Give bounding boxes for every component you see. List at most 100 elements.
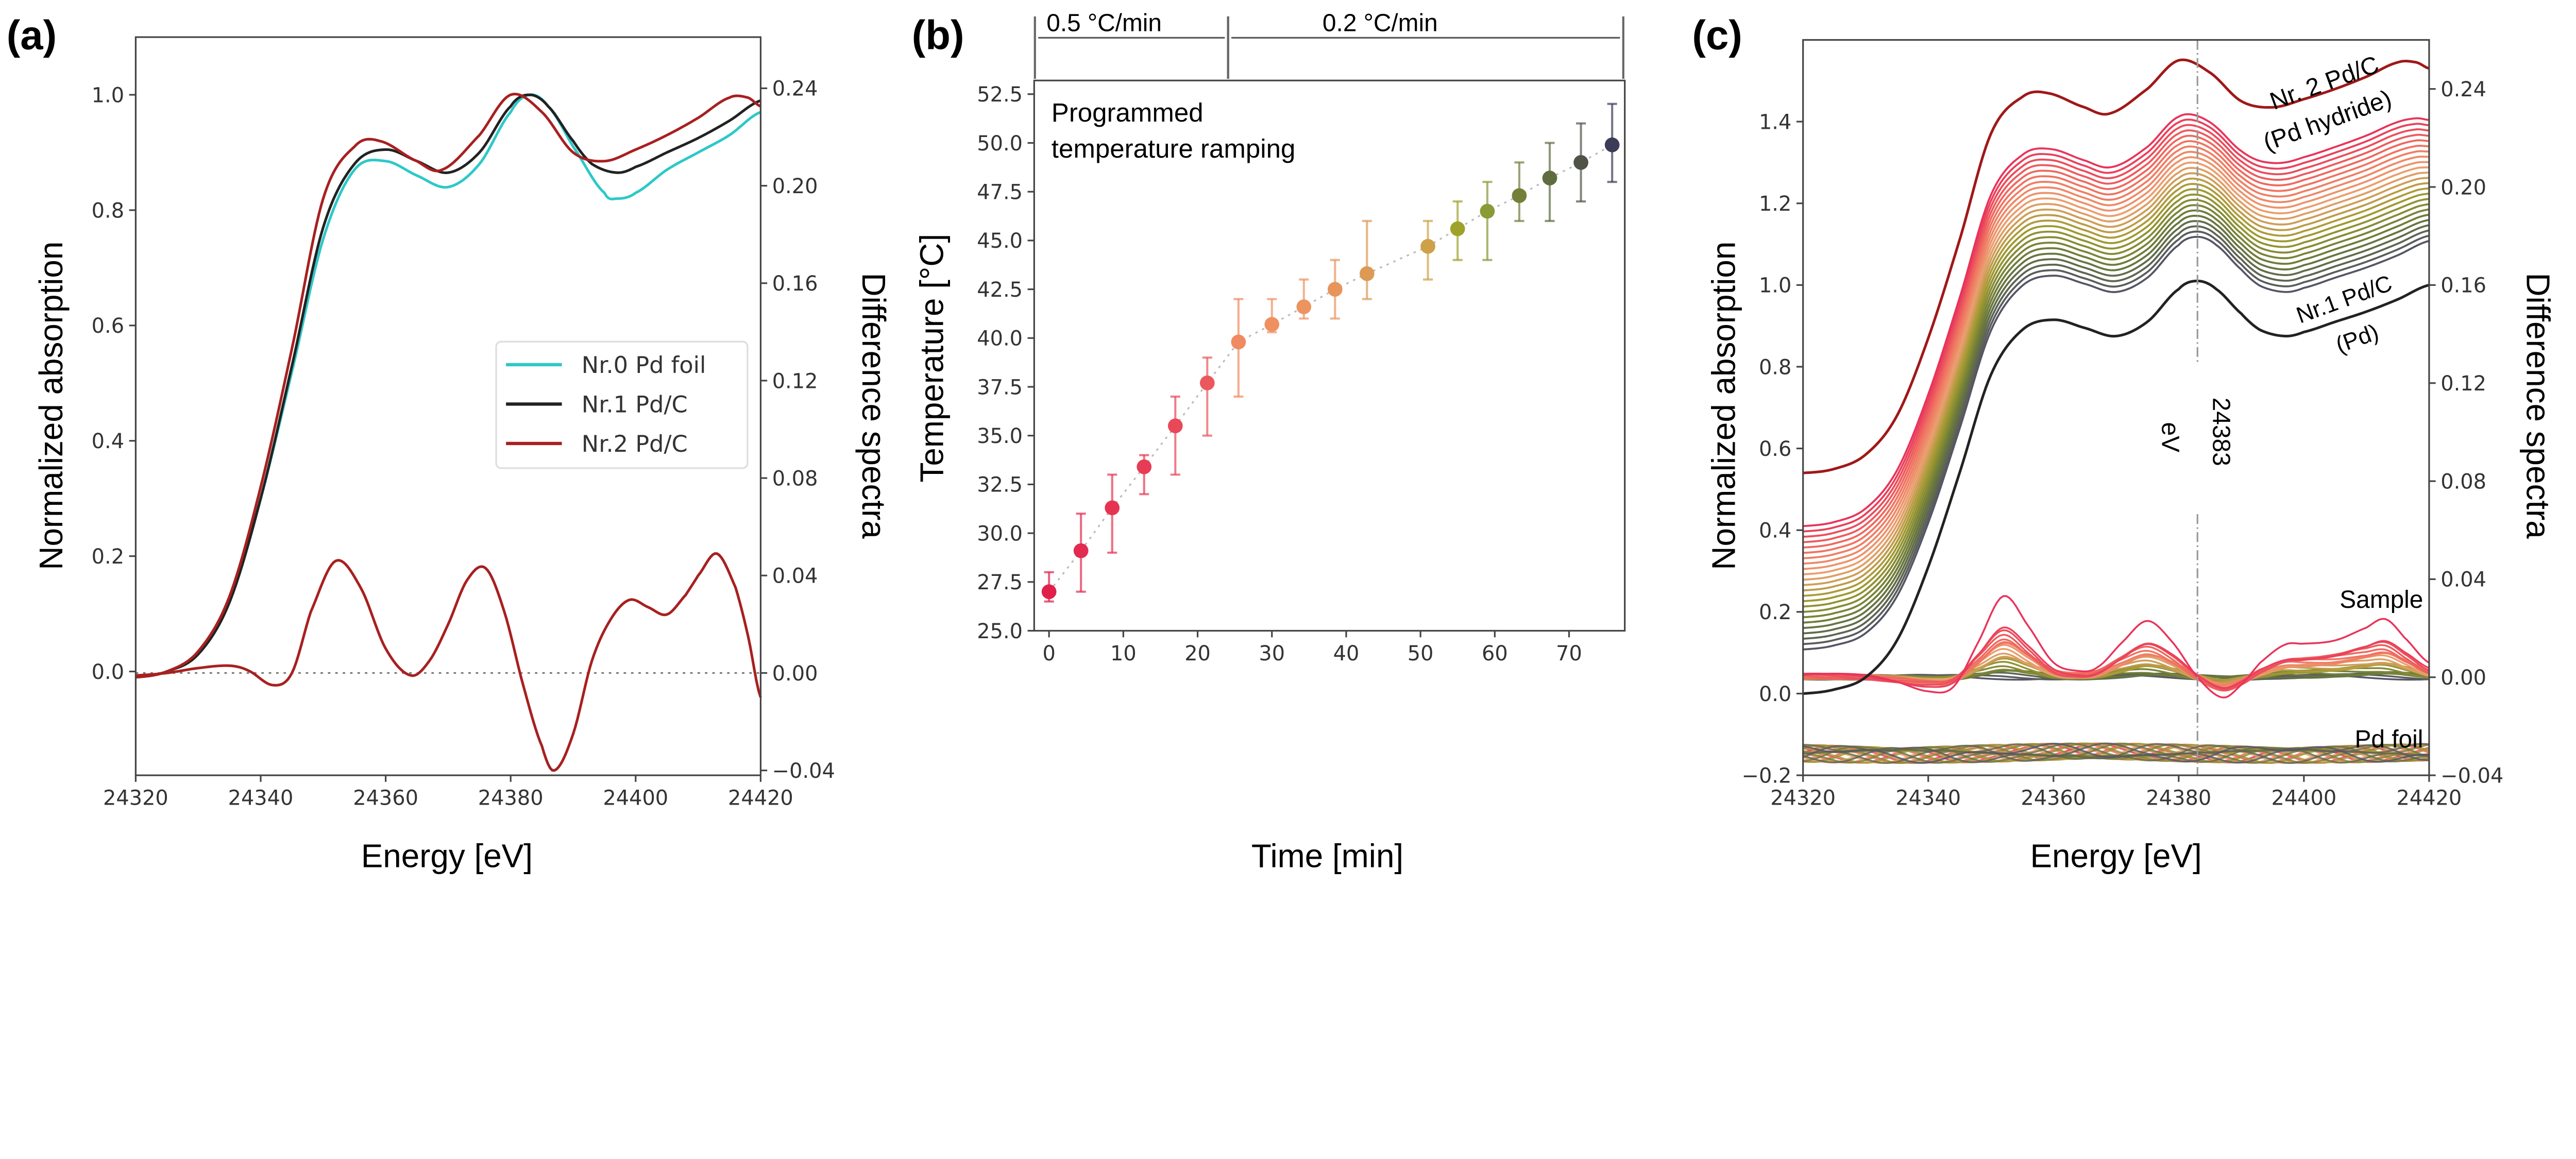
x-tick-label: 24340 bbox=[1895, 786, 1961, 810]
data-point bbox=[1199, 376, 1215, 390]
y-right-tick-label: 0.04 bbox=[772, 565, 818, 588]
spectrum-series-line bbox=[1803, 188, 2429, 602]
foil-difference-line bbox=[1803, 742, 2429, 764]
y-tick-label: 27.5 bbox=[977, 571, 1023, 594]
spectrum-series-line bbox=[1803, 167, 2429, 581]
x-axis-label: Energy [eV] bbox=[361, 838, 533, 875]
x-tick-label: 24380 bbox=[2146, 786, 2211, 810]
x-tick-label: 24320 bbox=[103, 786, 168, 810]
y-tick-label: 52.5 bbox=[977, 83, 1023, 107]
y-tick-label: 47.5 bbox=[977, 181, 1023, 204]
y-right-tick-label: −0.04 bbox=[2441, 764, 2503, 788]
x-tick-label: 24340 bbox=[228, 786, 294, 810]
legend: Nr.0 Pd foil Nr.1 Pd/C Nr.2 Pd/C bbox=[495, 340, 749, 469]
series-line-nr-2-pd-c bbox=[135, 92, 761, 679]
y-tick-label: 0.6 bbox=[1759, 437, 1791, 461]
label-sample: Sample bbox=[2340, 586, 2423, 613]
spectrum-series-line bbox=[1803, 177, 2429, 592]
spectrum-series-line bbox=[1803, 134, 2429, 549]
y-right-tick-label: 0.08 bbox=[2441, 470, 2486, 493]
sample-difference-line bbox=[1803, 626, 2429, 689]
foil-difference-line bbox=[1803, 743, 2429, 764]
legend-item: Nr.1 Pd/C bbox=[582, 391, 688, 418]
y-tick-label: 0.0 bbox=[92, 660, 124, 684]
y-right-tick-label: 0.12 bbox=[2441, 372, 2486, 396]
x-tick-label: 24400 bbox=[603, 786, 668, 810]
spectrum-series-line bbox=[1803, 183, 2429, 597]
foil-difference-line bbox=[1803, 742, 2429, 764]
spectrum-nr1 bbox=[1803, 279, 2429, 695]
x-tick-label: 10 bbox=[1110, 642, 1137, 666]
y-right-tick-label: 0.08 bbox=[772, 467, 818, 490]
y-tick-label: 0.8 bbox=[92, 199, 124, 223]
y-tick-label: −0.2 bbox=[1742, 764, 1792, 788]
plot-lines bbox=[1803, 58, 2429, 764]
y-tick-label: 1.0 bbox=[92, 83, 124, 107]
y-tick-label: 0.2 bbox=[1759, 601, 1791, 624]
series-line-nr-1-pd-c bbox=[135, 93, 761, 679]
y-tick-label: 0.4 bbox=[1759, 519, 1791, 543]
data-point bbox=[1327, 282, 1343, 297]
y-axis-label: Temperature [°C] bbox=[913, 234, 950, 483]
spectrum-series-line bbox=[1803, 235, 2429, 651]
y-axis-right-label: Difference spectra bbox=[2519, 272, 2556, 539]
data-point bbox=[1137, 459, 1152, 474]
spectrum-series-line bbox=[1803, 113, 2429, 527]
marker-energy-label: 24383 bbox=[2207, 398, 2234, 466]
y-tick-label: 40.0 bbox=[977, 327, 1023, 351]
x-tick-label: 24320 bbox=[1770, 786, 1836, 810]
spectrum-series-line bbox=[1803, 140, 2429, 554]
y-tick-label: 0.0 bbox=[1759, 683, 1791, 706]
marker-unit-label: eV bbox=[2156, 422, 2183, 453]
y-right-tick-label: 0.20 bbox=[772, 175, 818, 198]
label-nr1-sub: (Pd) bbox=[2332, 319, 2382, 358]
y-tick-label: 42.5 bbox=[977, 278, 1023, 302]
y-right-tick-label: 0.00 bbox=[772, 662, 818, 686]
x-tick-label: 24420 bbox=[2397, 786, 2462, 810]
y-tick-label: 50.0 bbox=[977, 132, 1023, 156]
legend-item: Nr.0 Pd foil bbox=[582, 352, 706, 379]
x-tick-label: 24420 bbox=[728, 786, 793, 810]
y-tick-label: 0.4 bbox=[92, 430, 124, 453]
y-tick-label: 0.8 bbox=[1759, 355, 1791, 379]
y-tick-label: 37.5 bbox=[977, 376, 1023, 399]
spectrum-series-line bbox=[1803, 214, 2429, 629]
data-point bbox=[1420, 238, 1435, 254]
x-tick-label: 24360 bbox=[353, 786, 418, 810]
data-point bbox=[1167, 418, 1183, 434]
plot-area bbox=[1033, 79, 1626, 632]
ramp-label-1: 0.5 °C/min bbox=[1046, 10, 1162, 37]
y-right-tick-label: 0.16 bbox=[772, 272, 818, 296]
plot-area bbox=[134, 36, 761, 776]
panel-label-c: (c) bbox=[1692, 12, 1742, 58]
y-right-tick-label: −0.04 bbox=[772, 759, 835, 783]
y-right-tick-label: 0.24 bbox=[772, 77, 818, 101]
spectrum-series-line bbox=[1803, 156, 2429, 570]
data-point bbox=[1450, 221, 1465, 236]
panel-label-b: (b) bbox=[912, 12, 964, 58]
y-tick-label: 45.0 bbox=[977, 229, 1023, 253]
trend-line bbox=[1048, 144, 1613, 592]
y-tick-label: 1.4 bbox=[1759, 110, 1791, 134]
spectrum-series-line bbox=[1803, 220, 2429, 635]
spectrum-series-line bbox=[1803, 145, 2429, 559]
sample-difference-line bbox=[1803, 642, 2429, 686]
spectrum-series-line bbox=[1803, 230, 2429, 645]
data-point bbox=[1512, 188, 1527, 203]
y-right-tick-label: 0.24 bbox=[2441, 78, 2486, 101]
data-point bbox=[1573, 155, 1588, 170]
x-axis-label: Time [min] bbox=[1251, 838, 1403, 875]
y-tick-label: 1.2 bbox=[1759, 192, 1791, 216]
x-tick-label: 20 bbox=[1184, 642, 1211, 666]
spectrum-series-line bbox=[1803, 161, 2429, 575]
spectrum-series-line bbox=[1803, 209, 2429, 624]
panel-b-chart: (b) Time [min] Temperature [°C] Programmed t… bbox=[912, 10, 1626, 875]
data-point bbox=[1604, 137, 1620, 152]
data-point bbox=[1359, 266, 1375, 281]
y-right-tick-label: 0.12 bbox=[772, 369, 818, 393]
data-point bbox=[1480, 203, 1495, 219]
spectrum-nr2 bbox=[1803, 58, 2429, 474]
y-tick-label: 35.0 bbox=[977, 424, 1023, 448]
y-axis-right-label: Difference spectra bbox=[855, 272, 892, 539]
x-tick-label: 0 bbox=[1042, 642, 1055, 666]
